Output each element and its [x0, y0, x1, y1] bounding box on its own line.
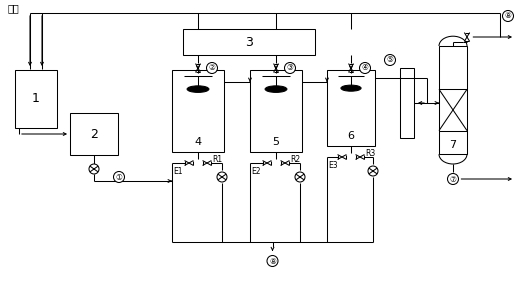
Text: 2: 2 [90, 128, 98, 140]
Circle shape [285, 63, 296, 74]
Bar [327, 70, 375, 146]
Bar [70, 113, 118, 155]
Text: E2: E2 [251, 168, 260, 177]
Bar [400, 68, 414, 138]
Bar [172, 70, 224, 152]
Text: ⑦: ⑦ [449, 175, 456, 183]
Bar [15, 70, 57, 128]
Circle shape [295, 172, 305, 182]
Text: 原料: 原料 [8, 3, 20, 13]
Bar [439, 46, 467, 154]
Circle shape [502, 10, 513, 22]
Circle shape [384, 55, 395, 65]
Text: ③: ③ [287, 63, 293, 72]
Text: 5: 5 [272, 137, 279, 147]
Text: ①: ① [116, 173, 122, 181]
Bar [183, 29, 315, 55]
Ellipse shape [341, 85, 361, 91]
Text: ②: ② [208, 63, 215, 72]
Circle shape [368, 166, 378, 176]
Text: E1: E1 [173, 168, 183, 177]
Text: 6: 6 [348, 131, 354, 141]
Ellipse shape [187, 86, 209, 93]
Text: ⑧: ⑧ [505, 12, 511, 20]
Circle shape [113, 171, 124, 183]
Circle shape [447, 173, 458, 185]
Text: 3: 3 [245, 35, 253, 48]
Text: R2: R2 [290, 155, 300, 164]
Text: ④: ④ [362, 63, 369, 72]
Circle shape [360, 63, 371, 74]
Circle shape [217, 172, 227, 182]
Circle shape [206, 63, 217, 74]
Text: ⑤: ⑤ [386, 55, 393, 65]
Circle shape [267, 256, 278, 267]
Text: R1: R1 [212, 155, 222, 164]
Text: ⑧: ⑧ [269, 256, 276, 265]
Bar [250, 70, 302, 152]
Text: R3: R3 [365, 149, 375, 158]
Text: E3: E3 [328, 162, 338, 170]
Text: 4: 4 [194, 137, 202, 147]
Ellipse shape [265, 86, 287, 93]
Text: 1: 1 [32, 93, 40, 106]
Text: 7: 7 [449, 140, 457, 150]
Circle shape [89, 164, 99, 174]
